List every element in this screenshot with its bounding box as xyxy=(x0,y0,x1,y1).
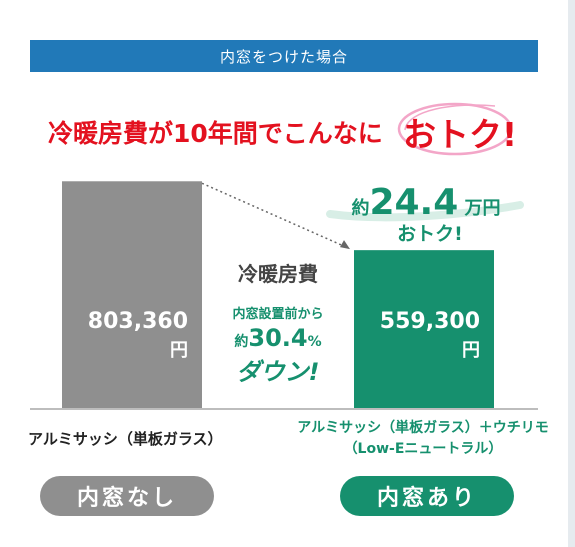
middle-note-line3: ダウン! xyxy=(237,358,320,386)
bar-0 xyxy=(62,181,202,408)
savings-caption: おトク! xyxy=(397,223,463,245)
headline: 冷暖房費が10年間でこんなに おトク! xyxy=(0,100,568,160)
category-description-without: アルミサッシ（単板ガラス） xyxy=(28,430,223,448)
section-header-title: 内窓をつけた場合 xyxy=(219,47,348,66)
decline-arrow-icon xyxy=(340,240,350,250)
bar-value-label-0: 803,360 xyxy=(88,309,188,334)
section-header: 内窓をつけた場合 xyxy=(30,40,538,72)
highlight-circle-icon xyxy=(397,102,513,156)
middle-note-title: 冷暖房費 xyxy=(238,262,318,286)
bar-unit-label-0: 円 xyxy=(170,340,188,361)
category-label-with: 内窓あり xyxy=(340,476,514,516)
scrollbar-track[interactable] xyxy=(568,0,575,547)
bar-value-label-1: 559,300 xyxy=(380,309,480,334)
headline-emphasis: おトク! xyxy=(403,115,518,154)
category-label-without: 内窓なし xyxy=(40,476,214,516)
savings-amount: 約24.4 万円 xyxy=(351,182,500,223)
savings-underline-icon xyxy=(326,201,524,222)
headline-text: 冷暖房費が10年間でこんなに xyxy=(48,119,383,148)
bar-1 xyxy=(354,250,494,408)
reduction-percent: 約30.4% xyxy=(234,324,321,352)
bar-unit-label-1: 円 xyxy=(462,340,480,361)
decline-connector xyxy=(201,182,345,247)
category-description-with: アルミサッシ（単板ガラス）＋ウチリモ（Low-Eニュートラル） xyxy=(297,420,549,457)
middle-note-line1: 内窓設置前から xyxy=(232,306,323,322)
